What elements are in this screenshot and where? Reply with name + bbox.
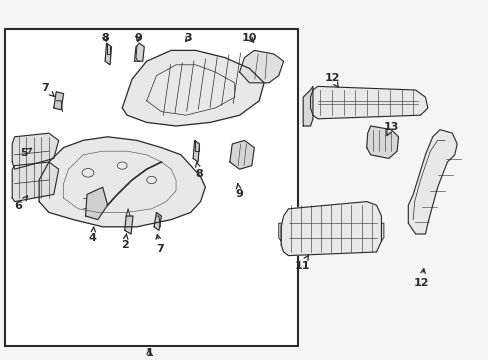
Polygon shape: [12, 162, 59, 202]
Polygon shape: [310, 86, 427, 119]
Polygon shape: [134, 43, 144, 61]
Text: 7: 7: [156, 234, 164, 254]
Text: 11: 11: [294, 255, 309, 271]
Polygon shape: [229, 140, 254, 169]
Polygon shape: [39, 137, 205, 227]
Text: 12: 12: [324, 73, 340, 87]
Polygon shape: [105, 43, 111, 65]
Text: 1: 1: [145, 348, 153, 358]
Text: 8: 8: [101, 33, 109, 43]
Text: 10: 10: [241, 33, 257, 43]
Bar: [5, 29, 298, 346]
Polygon shape: [54, 92, 63, 110]
Text: 9: 9: [134, 33, 142, 43]
Text: 4: 4: [89, 227, 97, 243]
Text: 9: 9: [235, 184, 243, 199]
Text: 5: 5: [20, 148, 32, 158]
Polygon shape: [381, 223, 383, 241]
Polygon shape: [85, 187, 107, 220]
Text: 12: 12: [413, 269, 428, 288]
Text: 3: 3: [184, 33, 192, 43]
Polygon shape: [281, 202, 381, 256]
Text: 6: 6: [15, 196, 27, 211]
Text: 8: 8: [195, 162, 203, 179]
Polygon shape: [154, 212, 161, 230]
Polygon shape: [193, 140, 199, 162]
Polygon shape: [366, 126, 398, 158]
Text: 2: 2: [121, 234, 128, 250]
Polygon shape: [239, 50, 283, 83]
Text: 13: 13: [383, 122, 398, 136]
Polygon shape: [407, 130, 456, 234]
Polygon shape: [12, 133, 59, 169]
Polygon shape: [122, 50, 264, 126]
Polygon shape: [303, 86, 312, 126]
Polygon shape: [124, 216, 133, 234]
Polygon shape: [278, 223, 281, 241]
Text: 7: 7: [41, 83, 54, 96]
